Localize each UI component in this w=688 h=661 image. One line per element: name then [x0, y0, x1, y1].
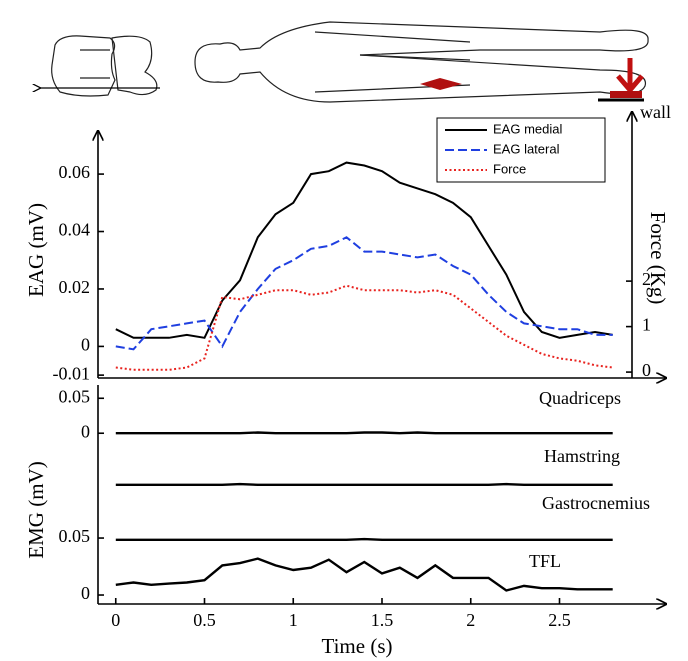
y-tick-label: 0.05	[59, 386, 91, 406]
x-tick-label: 1	[289, 610, 298, 630]
data-line	[115, 431, 613, 435]
legend-label: Force	[493, 161, 526, 176]
data-line	[115, 557, 613, 592]
data-line	[115, 482, 613, 486]
x-axis-label: Time (s)	[322, 634, 393, 658]
y-tick-label: 0.02	[59, 277, 91, 297]
channel-label: Gastrocnemius	[542, 493, 650, 513]
legend-label: EAG lateral	[493, 141, 560, 156]
x-tick-label: 1.5	[371, 610, 394, 630]
y-axis-label: EMG (mV)	[24, 461, 48, 558]
y2-tick-label: 1	[642, 315, 651, 335]
illustration: wall	[40, 21, 671, 122]
y-tick-label: 0.06	[59, 162, 91, 182]
data-line	[115, 161, 613, 339]
channel-label: Quadriceps	[539, 388, 621, 408]
channel-label: TFL	[529, 551, 561, 571]
y2-tick-label: 0	[642, 360, 651, 380]
y2-axis-label: Force (Kg)	[646, 212, 670, 305]
wall-label: wall	[640, 102, 671, 122]
y-tick-label: 0	[81, 583, 90, 603]
data-line	[115, 236, 613, 351]
data-line	[115, 537, 613, 541]
y2-tick-label: 2	[642, 269, 651, 289]
y-tick-label: 0.04	[59, 220, 91, 240]
x-tick-label: 2	[466, 610, 475, 630]
legend-label: EAG medial	[493, 121, 562, 136]
y-tick-label: 0	[81, 421, 90, 441]
x-tick-label: 0.5	[193, 610, 216, 630]
y-tick-label: 0	[81, 335, 90, 355]
y-axis-label: EAG (mV)	[24, 203, 48, 297]
channel-label: Hamstring	[544, 446, 620, 466]
x-tick-label: 0	[111, 610, 120, 630]
y-tick-label: 0.05	[59, 526, 91, 546]
x-tick-label: 2.5	[548, 610, 571, 630]
y-tick-label: -0.01	[53, 363, 91, 383]
